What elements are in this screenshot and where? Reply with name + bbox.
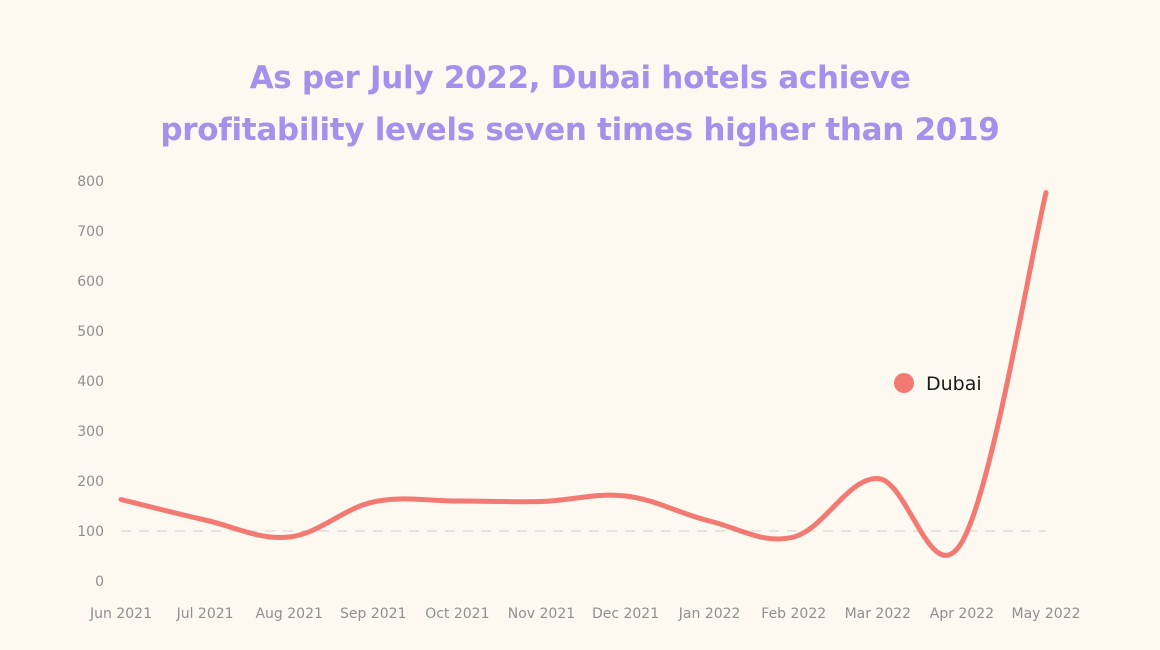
x-tick-label: Jul 2021	[176, 606, 234, 622]
y-axis: 0 100 200 300 400 500 600 700 800	[77, 174, 104, 590]
y-tick-label: 0	[95, 574, 104, 590]
x-tick-label: Dec 2021	[592, 606, 659, 622]
y-tick-label: 600	[77, 274, 104, 290]
chart-title-line-1: As per July 2022, Dubai hotels achieve	[249, 60, 911, 96]
x-tick-label: Apr 2022	[930, 606, 994, 622]
x-tick-label: Sep 2021	[340, 606, 406, 622]
series-line-dubai	[118, 190, 1049, 558]
chart-title-line-2: profitability levels seven times higher …	[160, 112, 1000, 148]
x-tick-label: Jun 2021	[89, 606, 152, 622]
x-axis: Jun 2021 Jul 2021 Aug 2021 Sep 2021 Oct 2021…	[89, 606, 1081, 622]
y-tick-label: 400	[77, 374, 104, 390]
chart-title: As per July 2022, Dubai hotels achieve p…	[0, 52, 1160, 156]
y-tick-label: 200	[77, 474, 104, 490]
legend-label-dubai: Dubai	[926, 373, 982, 395]
y-tick-label: 100	[77, 524, 104, 540]
legend-marker-dubai	[894, 373, 914, 393]
x-tick-label: Aug 2021	[255, 606, 322, 622]
x-tick-label: Feb 2022	[761, 606, 826, 622]
legend: Dubai	[894, 373, 982, 395]
x-tick-label: Jan 2022	[678, 606, 741, 622]
x-tick-label: Mar 2022	[845, 606, 912, 622]
y-tick-label: 800	[77, 174, 104, 190]
x-tick-label: May 2022	[1011, 606, 1080, 622]
y-tick-label: 700	[77, 224, 104, 240]
y-tick-label: 300	[77, 424, 104, 440]
x-tick-label: Nov 2021	[508, 606, 575, 622]
x-tick-label: Oct 2021	[425, 606, 489, 622]
y-tick-label: 500	[77, 324, 104, 340]
